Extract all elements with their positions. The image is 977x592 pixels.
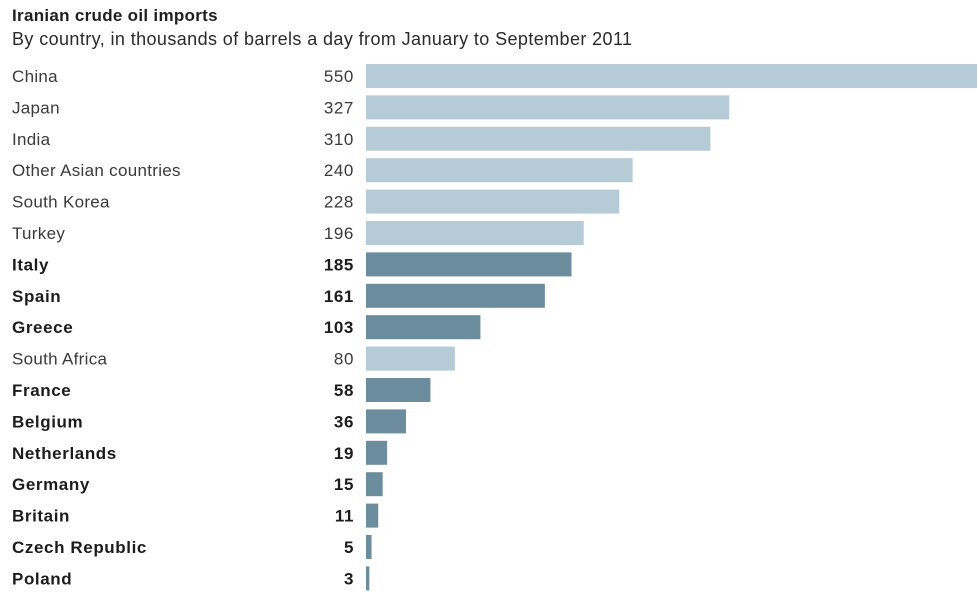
bar bbox=[366, 189, 620, 214]
value-label: 15 bbox=[334, 475, 354, 494]
chart-title: Iranian crude oil imports bbox=[12, 6, 218, 25]
category-label: China bbox=[12, 67, 58, 86]
value-label: 228 bbox=[324, 193, 354, 212]
value-label: 196 bbox=[324, 224, 354, 243]
category-label: India bbox=[12, 130, 51, 149]
category-label: Japan bbox=[12, 98, 60, 117]
bar bbox=[366, 95, 730, 120]
bar bbox=[366, 126, 711, 151]
value-label: 550 bbox=[324, 67, 354, 86]
category-label: Poland bbox=[12, 569, 72, 588]
category-label: Spain bbox=[12, 287, 61, 306]
value-label: 161 bbox=[324, 287, 354, 306]
bar bbox=[366, 440, 388, 465]
chart-subtitle: By country, in thousands of barrels a da… bbox=[12, 29, 633, 49]
value-label: 11 bbox=[335, 507, 354, 526]
bar bbox=[366, 566, 370, 591]
category-label: Italy bbox=[12, 255, 49, 274]
category-label: Britain bbox=[12, 507, 70, 526]
bar bbox=[366, 346, 455, 371]
bar bbox=[366, 409, 406, 434]
bar bbox=[366, 64, 977, 88]
category-label: Turkey bbox=[12, 224, 65, 243]
value-label: 5 bbox=[344, 538, 354, 557]
category-label: South Africa bbox=[12, 350, 108, 369]
category-label: Belgium bbox=[12, 412, 83, 431]
value-label: 310 bbox=[324, 130, 354, 149]
value-label: 185 bbox=[324, 255, 354, 274]
value-label: 80 bbox=[334, 350, 354, 369]
value-label: 240 bbox=[324, 161, 354, 180]
value-label: 19 bbox=[334, 444, 354, 463]
category-label: Germany bbox=[12, 475, 90, 494]
bar bbox=[366, 221, 584, 245]
bar bbox=[366, 378, 431, 402]
category-label: Netherlands bbox=[12, 444, 117, 463]
bar bbox=[366, 503, 379, 528]
bar bbox=[366, 535, 372, 559]
value-label: 3 bbox=[344, 569, 354, 588]
value-label: 58 bbox=[334, 381, 354, 400]
value-label: 103 bbox=[324, 318, 354, 337]
category-label: South Korea bbox=[12, 193, 110, 212]
bar bbox=[366, 252, 572, 277]
value-label: 36 bbox=[334, 412, 354, 431]
category-label: Greece bbox=[12, 318, 73, 337]
value-label: 327 bbox=[324, 98, 354, 117]
bar bbox=[366, 315, 481, 340]
bar bbox=[366, 472, 383, 497]
bar bbox=[366, 283, 545, 308]
category-label: Other Asian countries bbox=[12, 161, 181, 180]
bar bbox=[366, 158, 633, 183]
category-label: France bbox=[12, 381, 71, 400]
category-label: Czech Republic bbox=[12, 538, 147, 557]
